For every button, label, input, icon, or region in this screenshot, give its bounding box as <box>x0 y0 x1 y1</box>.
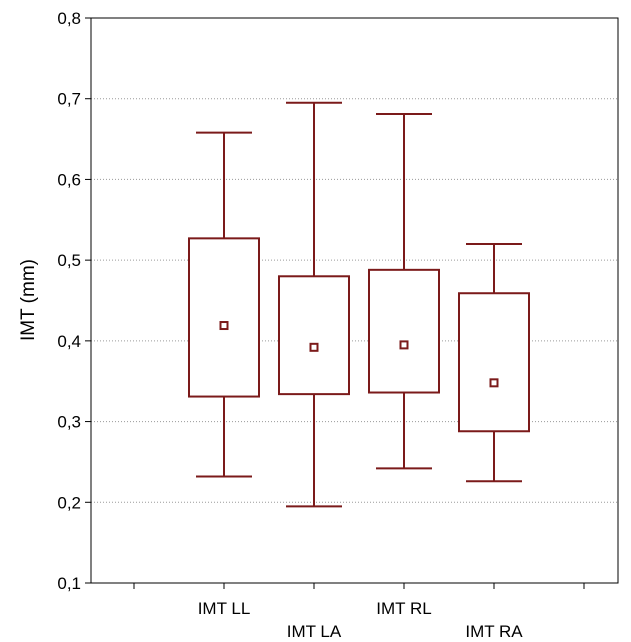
y-tick-label: 0,2 <box>57 493 81 512</box>
labels: 0,1 0,2 0,3 0,4 0,5 0,6 0,7 0,8 IMT LL IMT LA IMT … <box>57 9 523 641</box>
box-group <box>458 243 530 483</box>
box <box>458 292 530 433</box>
box <box>278 275 350 396</box>
grid-lines <box>91 98 618 503</box>
axes <box>85 17 619 589</box>
box <box>368 268 440 394</box>
y-tick-label: 0,3 <box>57 413 81 432</box>
x-category-label: IMT RA <box>465 622 523 641</box>
mean-marker <box>309 342 319 352</box>
x-category-label: IMT LA <box>287 622 342 641</box>
x-category-label: IMT LL <box>198 599 251 618</box>
y-tick-label: 0,4 <box>57 332 81 351</box>
boxes <box>188 101 530 508</box>
x-category-label: IMT RL <box>376 599 431 618</box>
mean-marker <box>399 340 409 350</box>
box-group <box>188 131 260 478</box>
plot-frame <box>90 17 619 584</box>
y-tick-label: 0,7 <box>57 90 81 109</box>
y-tick-label: 0,5 <box>57 251 81 270</box>
y-tick-label: 0,8 <box>57 9 81 28</box>
y-tick-label: 0,1 <box>57 574 81 593</box>
y-tick-label: 0,6 <box>57 170 81 189</box>
box-group <box>278 101 350 508</box>
mean-marker <box>489 378 499 388</box>
mean-marker <box>219 321 229 331</box>
box <box>188 237 260 398</box>
y-axis-label: IMT (mm) <box>18 259 39 341</box>
box-group <box>368 113 440 470</box>
